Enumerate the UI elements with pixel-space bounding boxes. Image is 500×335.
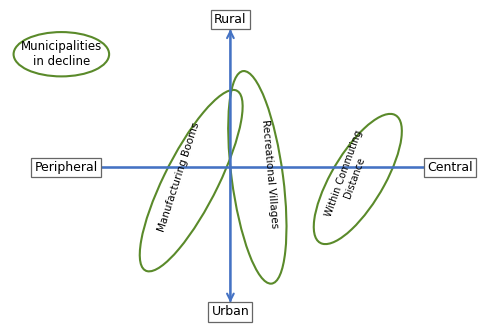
Text: Municipalities
in decline: Municipalities in decline (20, 40, 102, 68)
Text: Central: Central (428, 161, 473, 174)
Text: Within Commuting
Distance: Within Commuting Distance (323, 129, 374, 222)
Text: Rural: Rural (214, 13, 246, 26)
Text: Manufacturing Booms: Manufacturing Booms (156, 121, 202, 233)
Text: Urban: Urban (212, 306, 250, 318)
Text: Peripheral: Peripheral (34, 161, 98, 174)
Text: Recreational Villages: Recreational Villages (260, 119, 280, 229)
